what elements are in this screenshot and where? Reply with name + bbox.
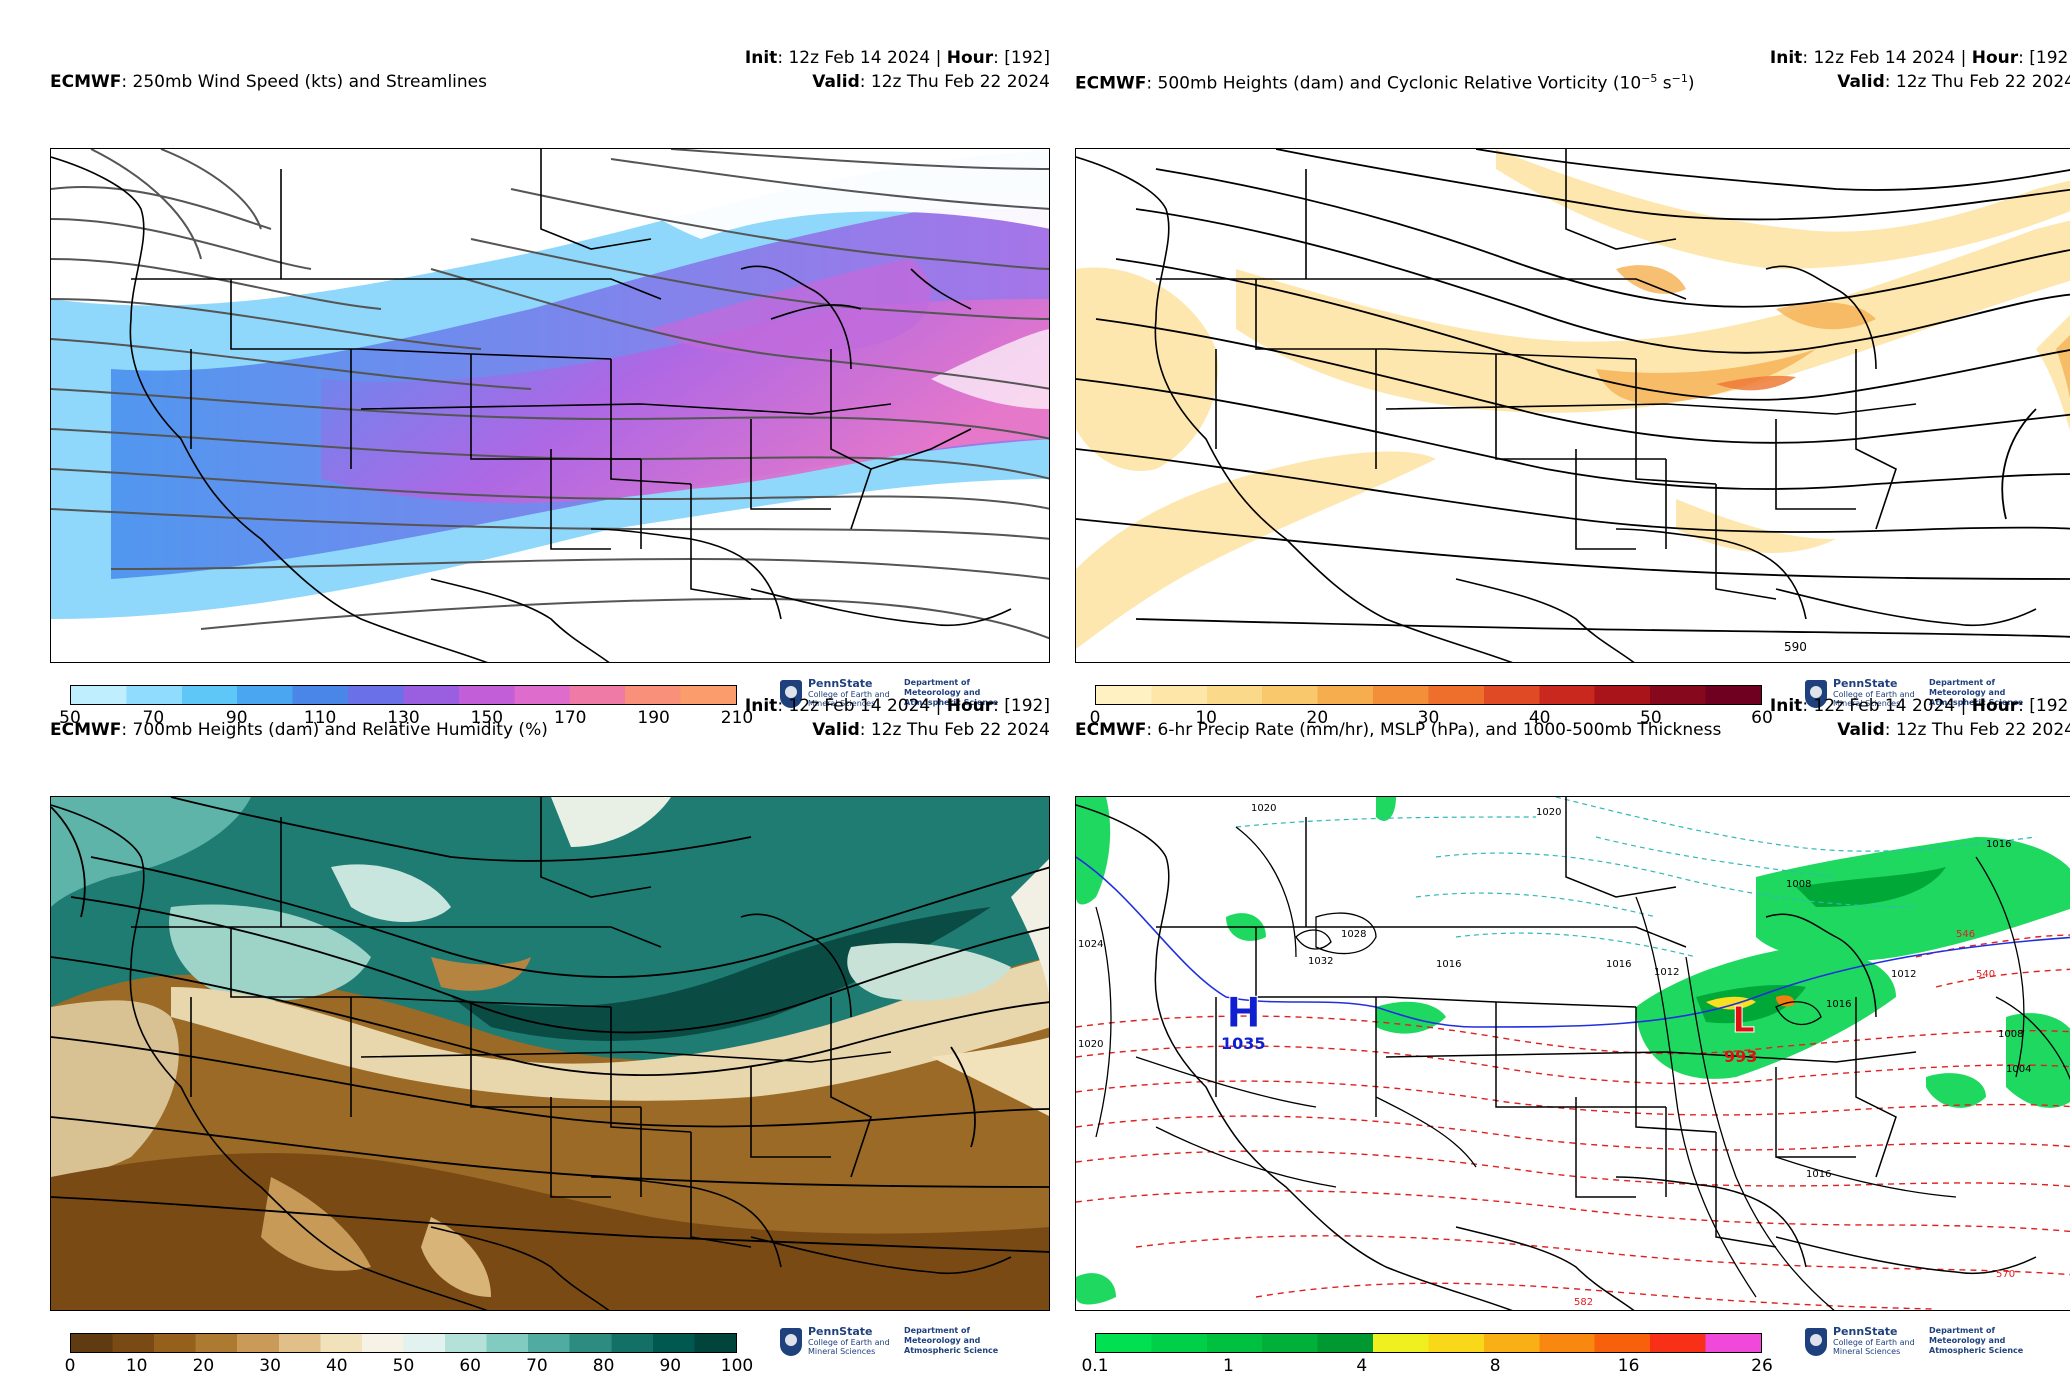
- panel-500mb-vorticity: Init: 12z Feb 14 2024 | Hour: [192] ECMW…: [1075, 48, 2070, 728]
- map-250mb: [50, 148, 1050, 663]
- contour-label: 590: [1784, 640, 1807, 654]
- colorbar-tick-label: 90: [225, 708, 248, 728]
- colorbar-tick-label: 0: [1089, 708, 1101, 728]
- colorbar-tick-label: 50: [1640, 708, 1662, 728]
- pennstate-shield-icon: [780, 1328, 802, 1356]
- isobar-label: 1012: [1891, 969, 1916, 980]
- colorbar-ticks: 0.1 1 4 8 16 26: [1081, 1356, 1772, 1380]
- isobar-label: 1016: [1606, 959, 1631, 970]
- low-pressure-value: 993: [1724, 1047, 1757, 1066]
- init-line: Init: 12z Feb 14 2024 | Hour: [192]: [1769, 48, 2070, 68]
- isobar-label: 1012: [1654, 967, 1679, 978]
- colorbar-tick-label: 50: [392, 1356, 415, 1376]
- thickness-label: 540: [1976, 969, 1995, 980]
- map-500mb: 590: [1075, 148, 2070, 663]
- colorbar-tick-label: 100: [720, 1356, 754, 1376]
- map-700mb: [50, 796, 1050, 1311]
- pennstate-shield-icon: [780, 680, 802, 708]
- panel-precip-mslp: Init: 12z Feb 14 2024 | Hour: [192] ECMW…: [1075, 696, 2070, 1376]
- colorbar-tick-label: 10: [125, 1356, 148, 1376]
- colorbar-ticks: 0 10 20 30 40 50 60: [1090, 708, 1773, 732]
- colorbar-tick-label: 1: [1222, 1356, 1234, 1376]
- init-line: Init: 12z Feb 14 2024 | Hour: [192]: [744, 696, 1050, 716]
- colorbar-tick-label: 40: [1528, 708, 1551, 728]
- colorbar-tick-label: 20: [1306, 708, 1329, 728]
- isobar-label: 1024: [1078, 939, 1103, 950]
- colorbar-tick-label: 170: [554, 708, 587, 728]
- isobar-label: 1016: [1806, 1169, 1831, 1180]
- colorbar-tick-label: 90: [659, 1356, 682, 1376]
- colorbar-relative-humidity: [70, 1333, 737, 1353]
- valid-line: Valid: 12z Thu Feb 22 2024: [812, 72, 1050, 92]
- thickness-label: 546: [1956, 929, 1975, 940]
- colorbar-tick-label: 60: [1751, 708, 1773, 728]
- valid-line: Valid: 12z Thu Feb 22 2024: [1837, 720, 2070, 740]
- isobar-label: 1020: [1078, 1039, 1103, 1050]
- valid-line: Valid: 12z Thu Feb 22 2024: [1837, 72, 2070, 92]
- init-line: Init: 12z Feb 14 2024 | Hour: [192]: [744, 48, 1050, 68]
- colorbar-tick-label: 16: [1617, 1356, 1640, 1376]
- isobar-label: 1028: [1341, 929, 1366, 940]
- isobar-label: 1004: [2006, 1064, 2031, 1075]
- colorbar-tick-label: 210: [720, 708, 754, 728]
- colorbar-tick-label: 8: [1489, 1356, 1501, 1376]
- panel-700mb-rh: Init: 12z Feb 14 2024 | Hour: [192] ECMW…: [50, 696, 1050, 1376]
- colorbar-tick-label: 70: [526, 1356, 548, 1376]
- thickness-label: 582: [1574, 1297, 1593, 1308]
- colorbar-tick-label: 20: [192, 1356, 215, 1376]
- colorbar-tick-label: 0.1: [1081, 1356, 1109, 1376]
- panel-title: ECMWF: 6-hr Precip Rate (mm/hr), MSLP (h…: [1075, 720, 1722, 740]
- pennstate-logo: PennState College of Earth and Mineral S…: [1805, 1326, 2035, 1360]
- panel-title: ECMWF: 500mb Heights (dam) and Cyclonic …: [1075, 72, 1695, 94]
- isobar-label: 1016: [1826, 999, 1851, 1010]
- colorbar-tick-label: 70: [142, 708, 165, 728]
- isobar-label: 1020: [1536, 807, 1561, 818]
- colorbar-tick-label: 40: [325, 1356, 348, 1376]
- init-line: Init: 12z Feb 14 2024 | Hour: [192]: [1769, 696, 2070, 716]
- panel-title: ECMWF: 700mb Heights (dam) and Relative …: [50, 720, 548, 740]
- colorbar-ticks: 50 70 90 110 130 150 170 190 210: [59, 708, 753, 732]
- pennstate-shield-icon: [1805, 1328, 1827, 1356]
- colorbar-tick-label: 30: [259, 1356, 281, 1376]
- isobar-label: 1032: [1308, 956, 1333, 967]
- colorbar-tick-label: 130: [387, 708, 420, 728]
- high-pressure-symbol: H: [1226, 988, 1261, 1037]
- panel-title: ECMWF: 250mb Wind Speed (kts) and Stream…: [50, 72, 487, 92]
- isobar-label: 1008: [1786, 879, 1811, 890]
- colorbar-tick-label: 4: [1356, 1356, 1368, 1376]
- colorbar-tick-label: 0: [64, 1356, 76, 1376]
- isobar-label: 1016: [1986, 839, 2011, 850]
- colorbar-ticks: 0 10 20 30 40 50 60 70 80 90 100: [65, 1356, 754, 1380]
- pennstate-logo: PennState College of Earth and Mineral S…: [780, 678, 1010, 712]
- colorbar-tick-label: 110: [303, 708, 337, 728]
- colorbar-tick-label: 50: [59, 708, 81, 728]
- thickness-label: 570: [1996, 1269, 2015, 1280]
- map-precip: H 1035 L 993 1020 1020 1016 1024 1028 10…: [1075, 796, 2070, 1311]
- colorbar-tick-label: 60: [459, 1356, 482, 1376]
- isobar-label: 1020: [1251, 803, 1276, 814]
- pennstate-shield-icon: [1805, 680, 1827, 708]
- pennstate-logo: PennState College of Earth and Mineral S…: [1805, 678, 2035, 712]
- high-pressure-value: 1035: [1221, 1034, 1266, 1053]
- colorbar-tick-label: 190: [637, 708, 670, 728]
- isobar-label: 1008: [1998, 1029, 2023, 1040]
- colorbar-tick-label: 80: [592, 1356, 615, 1376]
- panel-250mb-wind: Init: 12z Feb 14 2024 | Hour: [192] ECMW…: [50, 48, 1050, 728]
- pennstate-logo: PennState College of Earth and Mineral S…: [780, 1326, 1010, 1360]
- colorbar-precip-rate: [1095, 1333, 1762, 1353]
- valid-line: Valid: 12z Thu Feb 22 2024: [812, 720, 1050, 740]
- colorbar-wind-speed: [70, 685, 737, 705]
- low-pressure-symbol: L: [1732, 1000, 1755, 1041]
- colorbar-tick-label: 26: [1751, 1356, 1773, 1376]
- colorbar-vorticity: [1095, 685, 1762, 705]
- isobar-label: 1016: [1436, 959, 1461, 970]
- colorbar-tick-label: 10: [1195, 708, 1217, 728]
- colorbar-tick-label: 150: [470, 708, 504, 728]
- colorbar-tick-label: 30: [1417, 708, 1440, 728]
